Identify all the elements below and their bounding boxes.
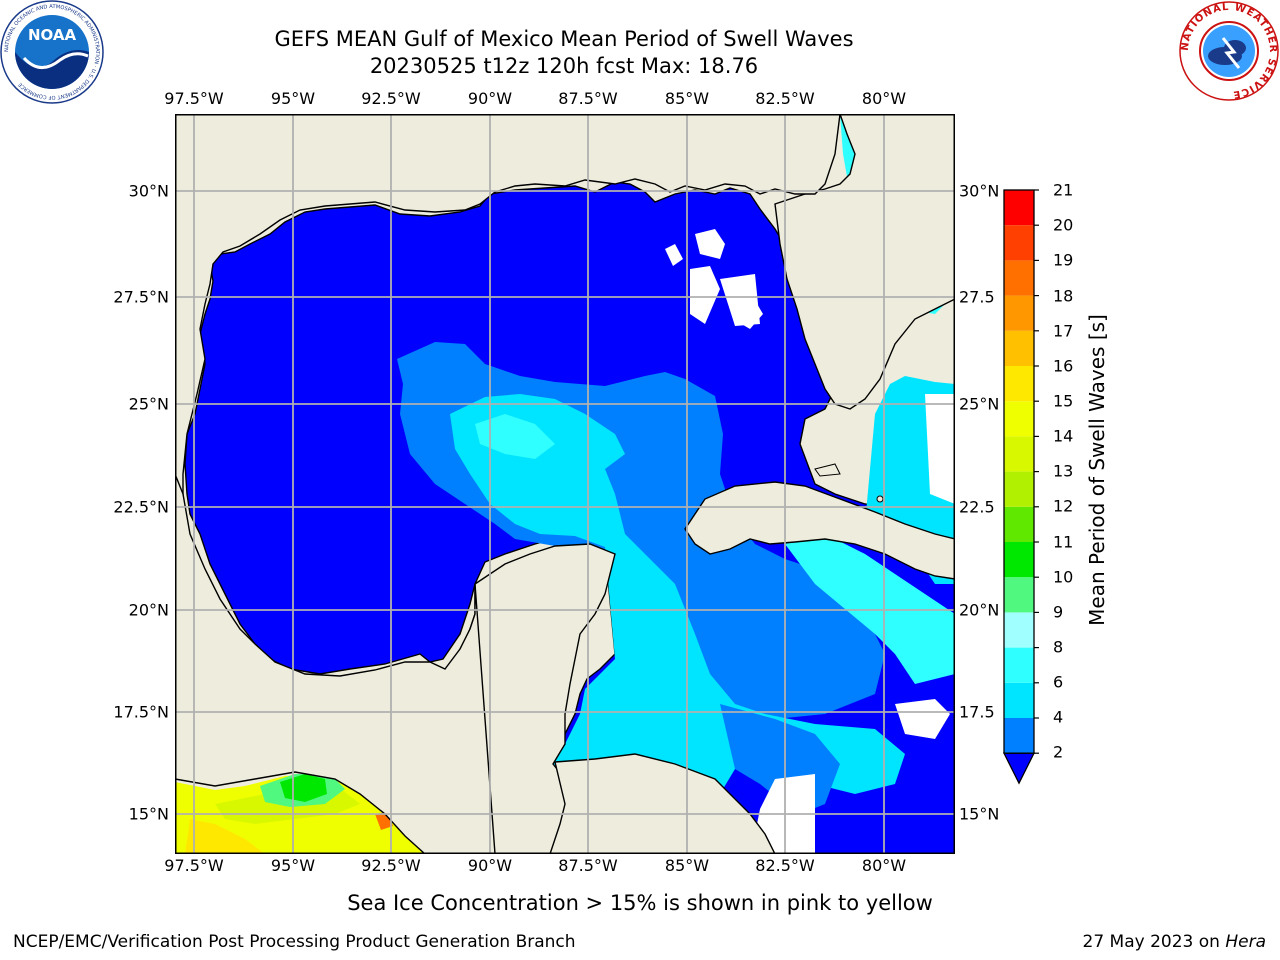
colorbar-band bbox=[1004, 542, 1034, 578]
map-frame bbox=[175, 114, 955, 854]
colorbar-band bbox=[1004, 682, 1034, 718]
colorbar-tick: 20 bbox=[1053, 215, 1074, 235]
pacific-bright-green bbox=[280, 774, 327, 802]
footer-machine: Hera bbox=[1225, 932, 1266, 952]
colorbar-tick: 19 bbox=[1053, 250, 1074, 270]
nws-logo: NATIONAL WEATHER SERVICE bbox=[1178, 0, 1280, 106]
colorbar-tick: 18 bbox=[1053, 286, 1074, 306]
noaa-logo: NATIONAL OCEANIC AND ATMOSPHERIC ADMINIS… bbox=[0, 0, 104, 108]
lon-tick-bottom: 82.5°W bbox=[755, 856, 815, 875]
nodata-patch bbox=[665, 244, 683, 266]
lon-tick-bottom: 87.5°W bbox=[558, 856, 618, 875]
lon-tick-bottom: 92.5°W bbox=[361, 856, 421, 875]
lat-tick-right: 20°N bbox=[959, 600, 1000, 620]
colorbar-band bbox=[1004, 506, 1034, 542]
colorbar-tick: 4 bbox=[1053, 707, 1064, 727]
colorbar-band bbox=[1004, 366, 1034, 402]
colorbar-band bbox=[1004, 718, 1034, 754]
colorbar-band bbox=[1004, 190, 1034, 226]
lon-tick-bottom: 95°W bbox=[270, 856, 316, 875]
footer-date-text: 27 May 2023 on bbox=[1082, 932, 1226, 952]
lon-tick-top: 95°W bbox=[270, 89, 316, 108]
swell-band-4-6 bbox=[450, 394, 905, 794]
lon-tick-top: 97.5°W bbox=[164, 89, 224, 108]
lat-tick-right: 17.5 bbox=[959, 702, 995, 722]
lat-tick-left: 30°N bbox=[128, 181, 169, 201]
footer-credit: NCEP/EMC/Verification Post Processing Pr… bbox=[13, 932, 576, 952]
lon-tick-top: 87.5°W bbox=[558, 89, 618, 108]
lon-tick-bottom: 97.5°W bbox=[164, 856, 224, 875]
colorbar-tick: 9 bbox=[1053, 602, 1064, 622]
colorbar-band bbox=[1004, 471, 1034, 507]
us-gulf-coast-land bbox=[175, 114, 841, 645]
lon-tick-top: 90°W bbox=[467, 89, 513, 108]
colorbar-band bbox=[1004, 436, 1034, 472]
colorbar-band bbox=[1004, 647, 1034, 683]
nodata-patch bbox=[925, 394, 955, 504]
lat-tick-left: 22.5°N bbox=[113, 497, 169, 517]
map-panel bbox=[175, 114, 955, 854]
colorbar-tick: 14 bbox=[1053, 426, 1074, 446]
colorbar-tick: 21 bbox=[1053, 180, 1074, 200]
island bbox=[814, 463, 841, 477]
colorbar-band bbox=[1004, 577, 1034, 613]
colorbar-band bbox=[1004, 612, 1034, 648]
colorbar-band bbox=[1004, 330, 1034, 366]
lat-tick-right: 30°N bbox=[959, 181, 1000, 201]
florida-land bbox=[774, 114, 955, 410]
mexico-land bbox=[175, 473, 496, 854]
lon-tick-top: 80°W bbox=[861, 89, 907, 108]
lat-tick-right: 22.5 bbox=[959, 497, 995, 517]
graticule bbox=[175, 114, 955, 854]
lat-tick-left: 20°N bbox=[128, 600, 169, 620]
colorbar-tick: 11 bbox=[1053, 532, 1074, 552]
lon-tick-bottom: 80°W bbox=[861, 856, 907, 875]
lon-tick-bottom: 90°W bbox=[467, 856, 513, 875]
colorbar-band bbox=[1004, 225, 1034, 261]
lon-tick-top: 82.5°W bbox=[755, 89, 815, 108]
colorbar-tick: 13 bbox=[1053, 461, 1074, 481]
colorbar-band bbox=[1004, 260, 1034, 296]
nodata-patch bbox=[895, 699, 950, 739]
lat-tick-left: 27.5°N bbox=[113, 287, 169, 307]
lon-tick-top: 92.5°W bbox=[361, 89, 421, 108]
map-title: GEFS MEAN Gulf of Mexico Mean Period of … bbox=[274, 27, 854, 51]
svg-text:NOAA: NOAA bbox=[28, 26, 77, 44]
colorbar-tick: 8 bbox=[1053, 637, 1064, 657]
lat-tick-left: 25°N bbox=[128, 394, 169, 414]
colorbar-label: Mean Period of Swell Waves [s] bbox=[1085, 314, 1109, 626]
swell-band-6-8-east bbox=[785, 534, 955, 684]
nodata-patch bbox=[720, 274, 760, 326]
pacific-yellow-orange bbox=[185, 819, 265, 854]
footer-date: 27 May 2023 on Hera bbox=[1083, 932, 1267, 952]
lon-tick-bottom: 85°W bbox=[664, 856, 710, 875]
lat-tick-right: 27.5 bbox=[959, 287, 995, 307]
colorbar-tick: 17 bbox=[1053, 321, 1074, 341]
nodata-patch bbox=[695, 229, 725, 259]
colorbar-tick: 10 bbox=[1053, 567, 1074, 587]
colorbar-band bbox=[1004, 401, 1034, 437]
map-subtitle: 20230525 t12z 120h fcst Max: 18.76 bbox=[369, 54, 759, 78]
colorbar-tick: 16 bbox=[1053, 356, 1074, 376]
lat-tick-left: 17.5°N bbox=[113, 702, 169, 722]
lat-tick-left: 15°N bbox=[128, 804, 169, 824]
colorbar-band bbox=[1004, 295, 1034, 331]
colorbar-underflow-arrow bbox=[1002, 752, 1036, 785]
colorbar bbox=[1002, 189, 1039, 785]
colorbar-tick: 12 bbox=[1053, 496, 1074, 516]
colorbar-tick: 6 bbox=[1053, 672, 1064, 692]
island bbox=[876, 495, 884, 503]
colorbar-tick: 15 bbox=[1053, 391, 1074, 411]
nodata-patch bbox=[690, 266, 720, 324]
lat-tick-right: 15°N bbox=[959, 804, 1000, 824]
lat-tick-right: 25°N bbox=[959, 394, 1000, 414]
sea-ice-note: Sea Ice Concentration > 15% is shown in … bbox=[347, 891, 933, 915]
lon-tick-top: 85°W bbox=[664, 89, 710, 108]
colorbar-tick: 2 bbox=[1053, 742, 1064, 762]
swell-band-6-8 bbox=[475, 414, 555, 459]
